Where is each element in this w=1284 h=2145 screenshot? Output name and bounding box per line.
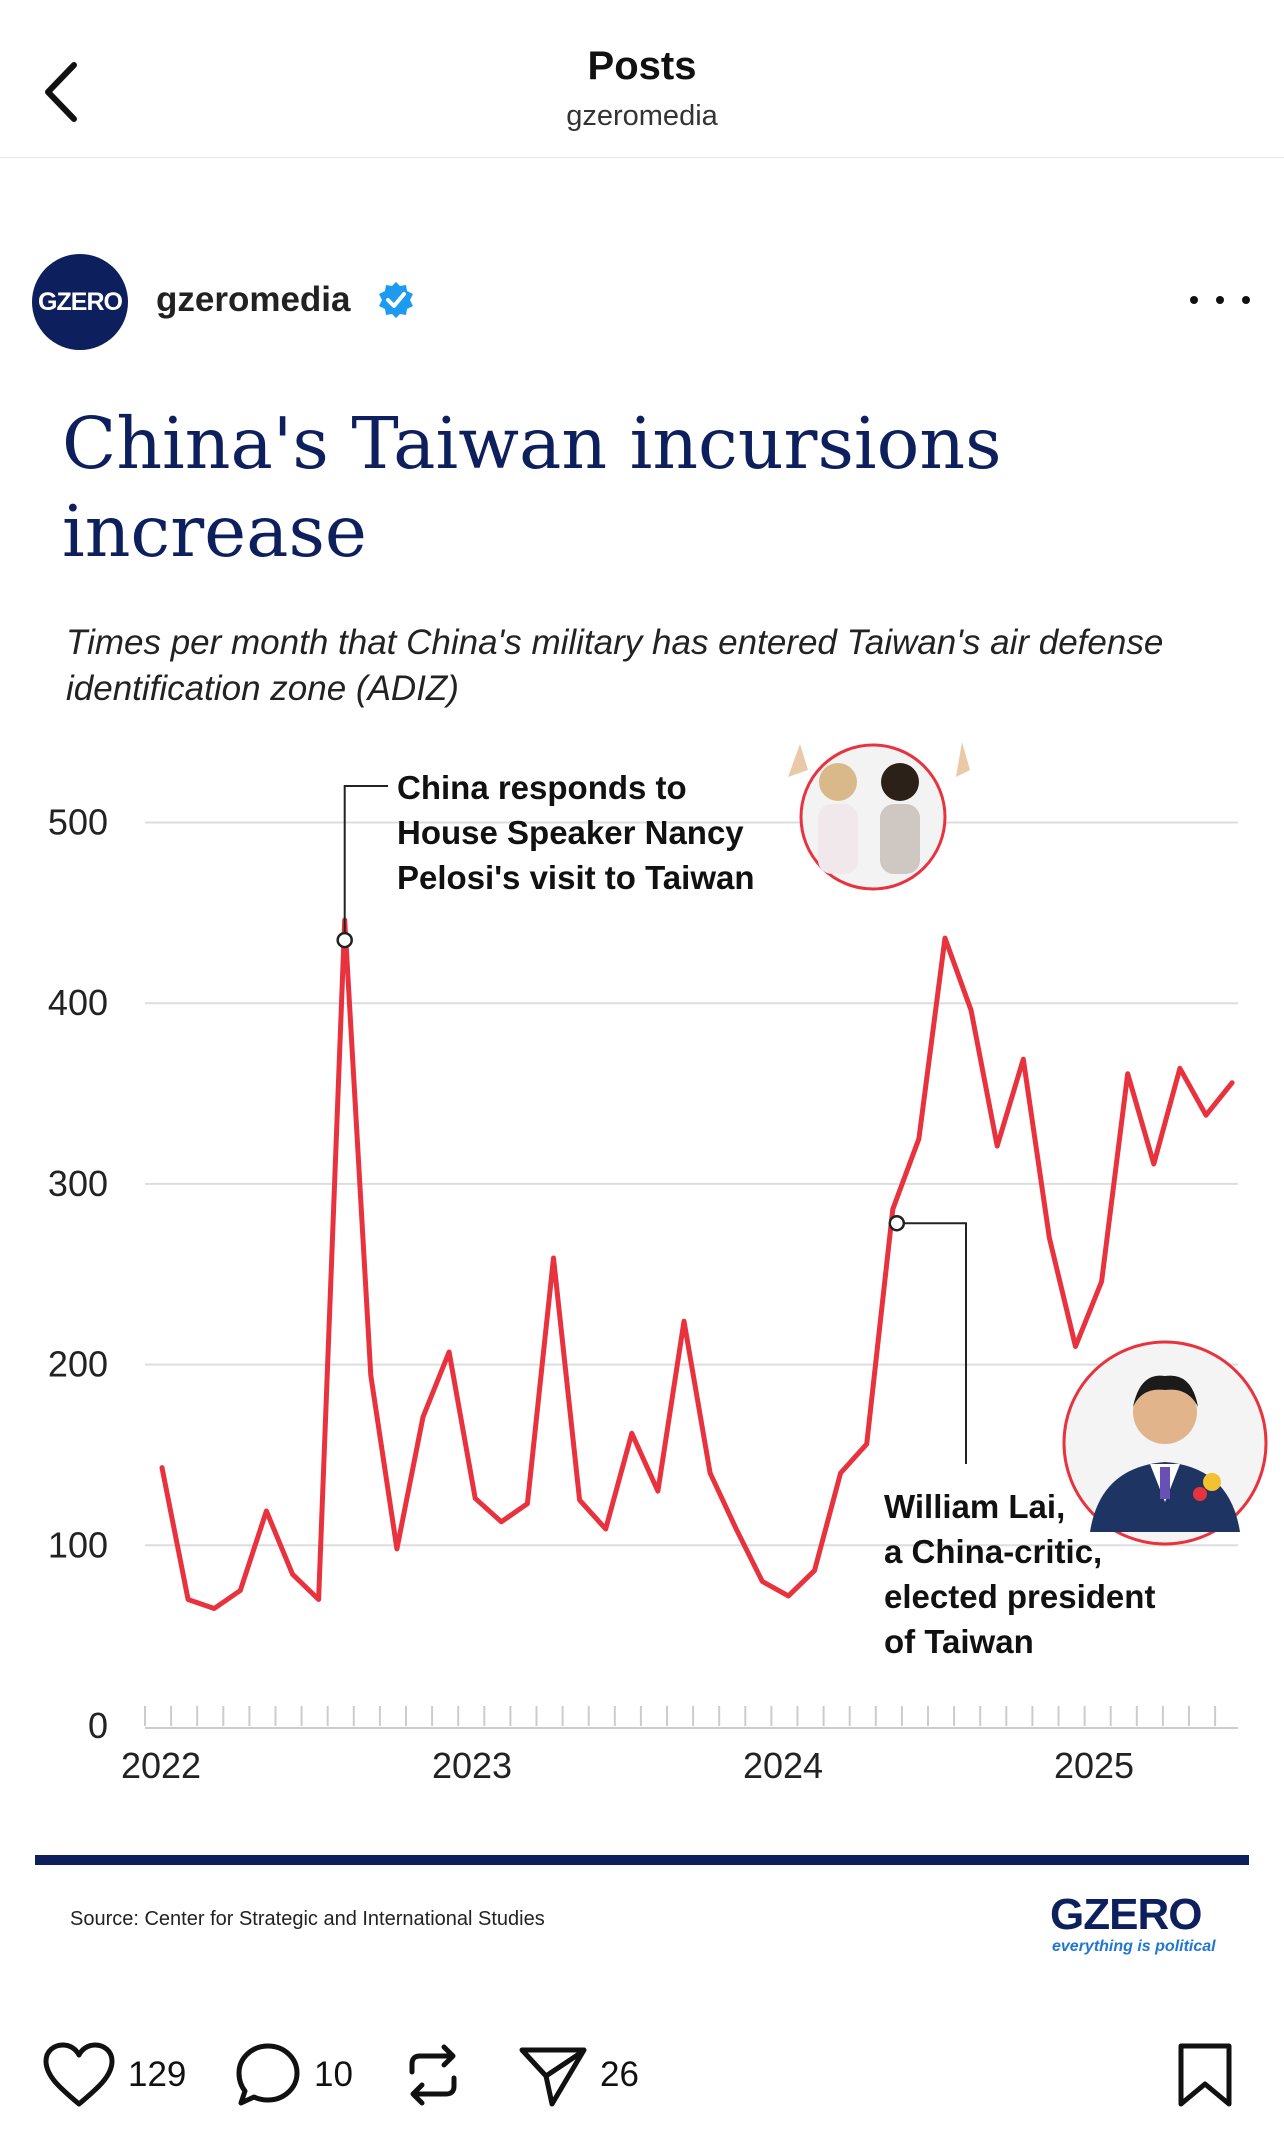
page-title: Posts [587,44,697,88]
more-options-button[interactable] [1190,282,1250,318]
y-tick-label-300: 300 [48,1163,108,1204]
comment-icon [236,2043,300,2106]
post-actions: 129 10 26 [0,2040,1284,2110]
annotation-pelosi-marker [336,931,353,949]
annotation-lai-marker [888,1214,906,1232]
dot-icon [1190,296,1198,304]
like-count: 129 [128,2055,187,2094]
x-tick-label-2023: 2023 [432,1745,512,1786]
avatar[interactable]: GZERO [32,254,128,350]
comment-count: 10 [314,2055,353,2094]
annotation-pelosi-line-3: Pelosi's visit to Taiwan [397,859,755,896]
x-tick-label-2024: 2024 [743,1745,823,1786]
annotation-lai-line-2: a China-critic, [884,1533,1102,1570]
series-line [159,917,1235,1611]
page-subtitle: gzeromedia [566,100,718,132]
share-count: 26 [600,2055,639,2094]
post-image[interactable]: China's Taiwan incursions increase Times… [0,372,1284,1992]
repost-icon [409,2044,457,2106]
chevron-left-icon [45,62,77,122]
top-bar: Posts gzeromedia [0,0,1284,158]
lai-photo [1062,1340,1268,1546]
verified-badge-icon [379,282,413,318]
annotation-lai-leader [896,1222,967,1464]
repost-button[interactable] [404,2040,462,2110]
x-tick-label-2025: 2025 [1054,1745,1134,1786]
send-icon [519,2047,587,2107]
footer-rule [35,1855,1249,1865]
annotation-pelosi-line-1: China responds to [397,769,687,806]
annotation-lai-line-4: of Taiwan [884,1623,1034,1660]
y-tick-label-400: 400 [48,982,108,1023]
gzero-logo: GZERO [1050,1890,1202,1939]
like-button[interactable]: 129 [42,2040,186,2110]
line-chart: 0 100 200 300 400 500 2022 2023 2024 2025 China … [35,742,1268,1865]
gzero-tagline: everything is political [1052,1938,1216,1955]
comment-button[interactable]: 10 [234,2040,353,2110]
save-button[interactable] [1176,2040,1234,2110]
graphic-subtitle: Times per month that China's military ha… [66,623,1164,708]
y-tick-label-200: 200 [48,1344,108,1385]
heart-icon [43,2042,115,2107]
y-tick-label-500: 500 [48,802,108,843]
annotation-pelosi-leader [343,785,388,941]
dot-icon [1216,296,1224,304]
pelosi-photo [788,742,970,891]
y-tick-label-0: 0 [88,1705,108,1746]
annotation-lai-line-3: elected president [884,1578,1155,1615]
graphic-title: China's Taiwan incursions increase [62,402,1002,573]
source-note: Source: Center for Strategic and Interna… [70,1908,545,1930]
annotation-pelosi-line-2: House Speaker Nancy [397,814,744,851]
post-header: GZERO gzeromedia [0,250,1284,350]
back-button[interactable] [30,52,90,132]
annotation-lai-line-1: William Lai, [884,1488,1065,1525]
x-tick-label-2022: 2022 [121,1745,201,1786]
username-link[interactable]: gzeromedia [156,280,351,319]
bookmark-icon [1178,2043,1232,2107]
y-tick-label-100: 100 [48,1524,108,1565]
share-button[interactable]: 26 [518,2040,639,2110]
dot-icon [1242,296,1250,304]
